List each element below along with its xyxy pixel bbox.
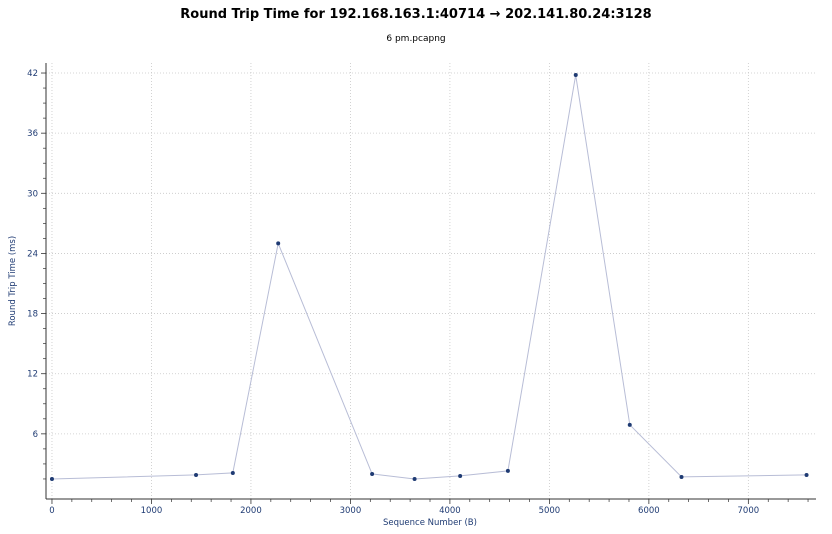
chart-title: Round Trip Time for 192.168.163.1:40714 … bbox=[180, 7, 651, 22]
chart-subtitle: 6 pm.pcapng bbox=[386, 34, 445, 44]
x-tick-label: 4000 bbox=[439, 506, 461, 516]
data-point bbox=[194, 472, 199, 477]
series-line bbox=[51, 74, 807, 480]
grid bbox=[46, 63, 816, 499]
x-axis-ticks: 0 1000 2000 3000 4000 5000 6000 7000 bbox=[49, 499, 809, 516]
data-point bbox=[627, 422, 632, 427]
data-point bbox=[505, 468, 510, 473]
y-axis-ticks: 6 12 18 24 30 36 42 bbox=[27, 69, 46, 480]
axes bbox=[45, 63, 816, 500]
x-tick-label: 7000 bbox=[738, 506, 760, 516]
y-tick-label: 6 bbox=[33, 430, 38, 440]
data-point bbox=[679, 474, 684, 479]
data-point bbox=[370, 471, 375, 476]
x-tick-label: 5000 bbox=[539, 506, 561, 516]
y-tick-label: 24 bbox=[27, 249, 38, 259]
data-point bbox=[230, 470, 235, 475]
data-point bbox=[412, 476, 417, 481]
x-tick-label: 3000 bbox=[340, 506, 362, 516]
x-tick-label: 6000 bbox=[638, 506, 660, 516]
y-axis-label: Round Trip Time (ms) bbox=[8, 236, 18, 326]
y-tick-label: 36 bbox=[27, 129, 38, 139]
data-point bbox=[49, 476, 54, 481]
x-axis-label: Sequence Number (B) bbox=[383, 518, 477, 528]
data-point bbox=[804, 472, 809, 477]
data-point bbox=[276, 241, 281, 246]
y-tick-label: 42 bbox=[27, 69, 38, 79]
series bbox=[49, 73, 809, 481]
x-tick-label: 0 bbox=[49, 506, 54, 516]
data-point bbox=[573, 73, 578, 78]
x-tick-label: 1000 bbox=[141, 506, 163, 516]
data-point bbox=[458, 473, 463, 478]
y-tick-label: 12 bbox=[27, 370, 38, 380]
y-tick-label: 30 bbox=[27, 189, 38, 199]
y-tick-label: 18 bbox=[27, 310, 38, 320]
x-tick-label: 2000 bbox=[240, 506, 262, 516]
